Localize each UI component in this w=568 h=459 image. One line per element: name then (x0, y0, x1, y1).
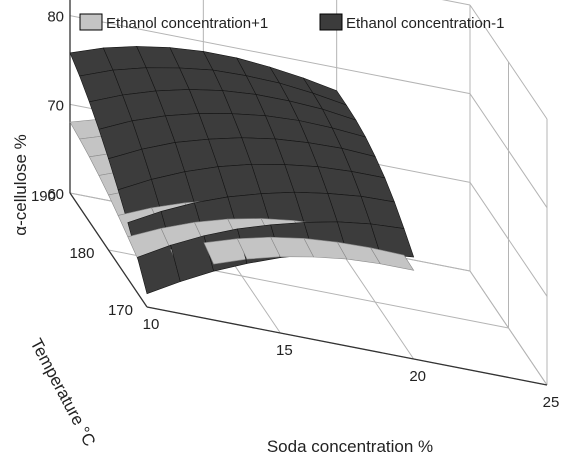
y-axis-title: Temperature °C (26, 335, 99, 449)
y-tick-label: 190 (31, 188, 56, 205)
legend-label-ethanol-plus: Ethanol concentration+1 (106, 15, 268, 32)
gridline-back-z (69, 15, 471, 95)
x-axis-line (146, 306, 548, 386)
tick-labels: 1015202517018019060708090 (31, 9, 560, 411)
gridline-side-z (469, 182, 548, 297)
x-tick-label: 10 (143, 316, 160, 333)
x-tick-label: 25 (543, 394, 560, 411)
x-tick-label: 15 (276, 342, 293, 359)
y-axis-line (69, 192, 148, 308)
y-tick-label: 180 (69, 245, 94, 262)
z-tick-label: 80 (47, 9, 64, 26)
legend-swatch-ethanol-minus (319, 13, 343, 31)
gridline-side-z (469, 93, 548, 208)
x-axis-title: Soda concentration % (267, 437, 433, 456)
legend-swatch-ethanol-plus (79, 13, 103, 31)
z-tick-label: 60 (47, 186, 64, 203)
gridline-side-z (469, 4, 548, 120)
legend[interactable]: Ethanol concentration+1 Ethanol concentr… (79, 13, 504, 32)
surface-plot-area (69, 46, 415, 295)
z-axis-title: α-cellulose % (11, 134, 30, 235)
z-tick-label: 70 (47, 97, 64, 114)
y-tick-label: 170 (108, 302, 133, 319)
legend-label-ethanol-minus: Ethanol concentration-1 (346, 15, 504, 32)
axes-grid (69, 0, 548, 386)
surface-patch-ethanol-plus (370, 247, 415, 271)
x-tick-label: 20 (409, 368, 426, 385)
gridline-back-z (441, 0, 471, 6)
